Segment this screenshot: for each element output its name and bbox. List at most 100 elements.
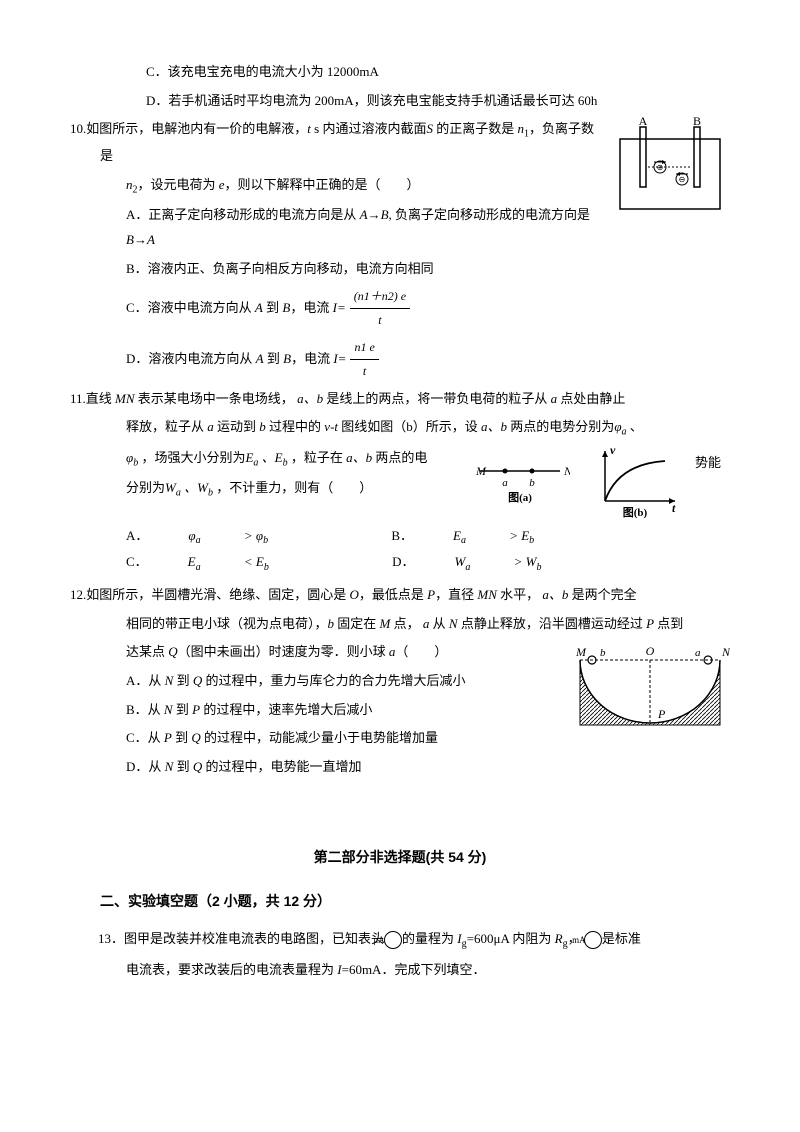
q11-text: ，场强大小分别为 bbox=[141, 450, 245, 465]
svg-text:N: N bbox=[563, 464, 570, 478]
option-text: A．正离子定向移动形成的电流方向是从 bbox=[126, 207, 356, 222]
q12-stem: 12.如图所示，半圆槽光滑、绝缘、固定，圆心是 O，最低点是 P，直径 MN 水… bbox=[70, 583, 730, 608]
q11-line3: φb ，场强大小分别为Ea 、Eb ，粒子在 a、b 两点的电 bbox=[70, 446, 460, 473]
q10-number: 10. bbox=[70, 121, 86, 136]
q10-option-b: B．溶液内正、负离子向相反方向移动，电流方向相同 bbox=[70, 257, 600, 282]
fraction: (n1＋n2) e t bbox=[350, 285, 410, 332]
text-end: 势能 bbox=[695, 451, 721, 476]
q10-text: s 内通过溶液内截面 bbox=[311, 121, 427, 136]
q12-text: 是两个完全 bbox=[568, 587, 636, 602]
q12-line2: 相同的带正电小球（视为点电荷），b 固定在 M 点， a 从 N 点静止释放，沿… bbox=[70, 612, 730, 637]
q13-text: =60mA．完成下列填空． bbox=[342, 962, 486, 977]
q11-text: 表示某电场中一条电场线， bbox=[135, 391, 294, 406]
q12-number: 12. bbox=[70, 587, 86, 602]
svg-text:v: v bbox=[610, 446, 616, 457]
q12-text: ，直径 bbox=[435, 587, 474, 602]
q13-text: 的量程为 bbox=[402, 931, 454, 946]
svg-text:N: N bbox=[721, 645, 730, 659]
option-text: C．从 bbox=[126, 730, 161, 745]
q13-line2: 电流表，要求改装后的电流表量程为 I=60mA．完成下列填空． bbox=[70, 958, 730, 983]
q11-text: 分别为 bbox=[126, 480, 165, 495]
q11-text: 两点的电势分别为 bbox=[507, 419, 614, 434]
svg-text:B: B bbox=[693, 117, 701, 128]
q10-stem-cont: n2，设元电荷为 e，则以下解释中正确的是（ ） bbox=[70, 173, 600, 200]
q12-text: 达某点 bbox=[126, 644, 165, 659]
q12-text: （ ） bbox=[395, 644, 447, 659]
q10-stem: 10.如图所示，电解池内有一价的电解液，t s 内通过溶液内截面S 的正离子数是… bbox=[70, 117, 600, 168]
option-text: D．溶液内电流方向从 bbox=[126, 347, 252, 372]
option-text: 的过程中，速率先增大后减小 bbox=[200, 702, 372, 717]
q12-option-b: B．从 N 到 P 的过程中，速率先增大后减小 bbox=[70, 698, 560, 723]
numerator: (n1＋n2) e bbox=[350, 285, 410, 309]
q10-option-d: D．溶液内电流方向从 A 到 B，电流 I= n1 e t bbox=[70, 336, 600, 383]
q10-text: ，设元电荷为 bbox=[138, 177, 216, 192]
q11-text: 运动到 bbox=[214, 419, 256, 434]
q13-text: 图甲是改装并校准电流表的电路图，已知表头 bbox=[124, 931, 384, 946]
q11-text: 图线如图（b）所示，设 bbox=[338, 419, 478, 434]
svg-text:图(a): 图(a) bbox=[508, 491, 532, 504]
q11-number: 11. bbox=[70, 391, 86, 406]
q13-number: 13． bbox=[98, 931, 124, 946]
fraction: n1 e t bbox=[350, 336, 378, 383]
option-text: ，电流 bbox=[290, 296, 329, 321]
q10-option-c: C．溶液中电流方向从 A 到 B，电流 I= (n1＋n2) e t bbox=[70, 285, 600, 332]
q12-text: （图中未画出）时速度为零．则小球 bbox=[178, 644, 386, 659]
q12-text: 如图所示，半圆槽光滑、绝缘、固定，圆心是 bbox=[86, 587, 346, 602]
svg-text:O: O bbox=[646, 644, 655, 658]
option-text: ，电流 bbox=[291, 347, 330, 372]
q12-text: 点静止释放，沿半圆槽运动经过 bbox=[458, 616, 643, 631]
q12-text: 固定在 bbox=[334, 616, 376, 631]
meter-icon: μA bbox=[384, 931, 402, 949]
q11-figures: M a b N 图(a) v t 图(b) 势能 bbox=[470, 446, 730, 518]
q13-stem: 13．图甲是改装并校准电流表的电路图，已知表头μA的量程为 Ig=600μA 内… bbox=[70, 927, 730, 954]
q12-text: ，最低点是 bbox=[359, 587, 424, 602]
svg-text:⊖: ⊖ bbox=[679, 175, 686, 184]
svg-text:P: P bbox=[657, 707, 666, 721]
q11-text: 是线上的两点，将一带负电荷的粒子从 bbox=[323, 391, 547, 406]
q11-stem: 11.直线 MN 表示某电场中一条电场线， a、b 是线上的两点，将一带负电荷的… bbox=[70, 387, 730, 412]
option-text: 的过程中，动能减少量小于电势能增加量 bbox=[201, 730, 438, 745]
q11-text: 直线 bbox=[86, 391, 112, 406]
option-text: 的过程中，电势能一直增加 bbox=[202, 759, 361, 774]
q12-text: 水平， bbox=[497, 587, 539, 602]
section2-title: 二、实验填空题（2 小题，共 12 分） bbox=[70, 888, 730, 915]
numerator: n1 e bbox=[350, 336, 378, 360]
q11-options: A．φa > φb B．Ea > Eb C．Ea < Eb D．Wa > Wb bbox=[70, 524, 730, 577]
q10-text: 如图所示，电解池内有一价的电解液， bbox=[86, 121, 307, 136]
q13-text: 是标准 bbox=[602, 931, 641, 946]
q11-text: 点处由静止 bbox=[557, 391, 625, 406]
q11-line2: 释放，粒子从 a 运动到 b 过程中的 v-t 图线如图（b）所示，设 a、b … bbox=[70, 415, 730, 442]
meter-icon: mA bbox=[584, 931, 602, 949]
q12-text: 从 bbox=[429, 616, 445, 631]
denominator: t bbox=[350, 360, 378, 383]
svg-text:a: a bbox=[695, 647, 701, 659]
q11-text: ，粒子在 bbox=[291, 450, 343, 465]
q12-option-d: D．从 N 到 Q 的过程中，电势能一直增加 bbox=[70, 755, 560, 780]
q11-text: ，不计重力，则有（ ） bbox=[216, 480, 372, 495]
option-text: 负离子定向移动形成的电流方向是 bbox=[392, 207, 590, 222]
option-text: 的过程中，重力与库仑力的合力先增大后减小 bbox=[202, 673, 465, 688]
svg-text:t: t bbox=[672, 501, 676, 515]
svg-text:M: M bbox=[475, 464, 487, 478]
q11-line4: 分别为Wa 、Wb ，不计重力，则有（ ） bbox=[70, 476, 460, 503]
q12-figure: M b O a N P bbox=[570, 640, 730, 739]
q12-option-c: C．从 P 到 Q 的过程中，动能减少量小于电势能增加量 bbox=[70, 726, 560, 751]
svg-text:M: M bbox=[575, 645, 587, 659]
q12-line3: 达某点 Q（图中未画出）时速度为零．则小球 a（ ） bbox=[70, 640, 560, 665]
option-text: B．从 bbox=[126, 702, 161, 717]
q12-text: 点， bbox=[390, 616, 419, 631]
q12-text: 相同的带正电小球（视为点电荷）， bbox=[126, 616, 328, 631]
part2-title: 第二部分非选择题(共 54 分) bbox=[70, 844, 730, 871]
svg-text:图(b): 图(b) bbox=[623, 506, 648, 518]
q10-option-a: A．正离子定向移动形成的电流方向是从 A→B, 负离子定向移动形成的电流方向是 … bbox=[70, 203, 600, 252]
svg-text:a: a bbox=[502, 477, 508, 489]
q11-text: 过程中的 bbox=[266, 419, 321, 434]
svg-text:A: A bbox=[639, 117, 648, 128]
option-text: C．溶液中电流方向从 bbox=[126, 296, 252, 321]
q13-text: =600μA 内阻为 bbox=[467, 931, 552, 946]
svg-text:b: b bbox=[600, 647, 606, 659]
q10-text: 的正离子数是 bbox=[433, 121, 514, 136]
q10-text: ，则以下解释中正确的是（ ） bbox=[225, 177, 420, 192]
svg-text:⊕: ⊕ bbox=[657, 163, 664, 172]
q13-text: 电流表，要求改装后的电流表量程为 bbox=[126, 962, 334, 977]
